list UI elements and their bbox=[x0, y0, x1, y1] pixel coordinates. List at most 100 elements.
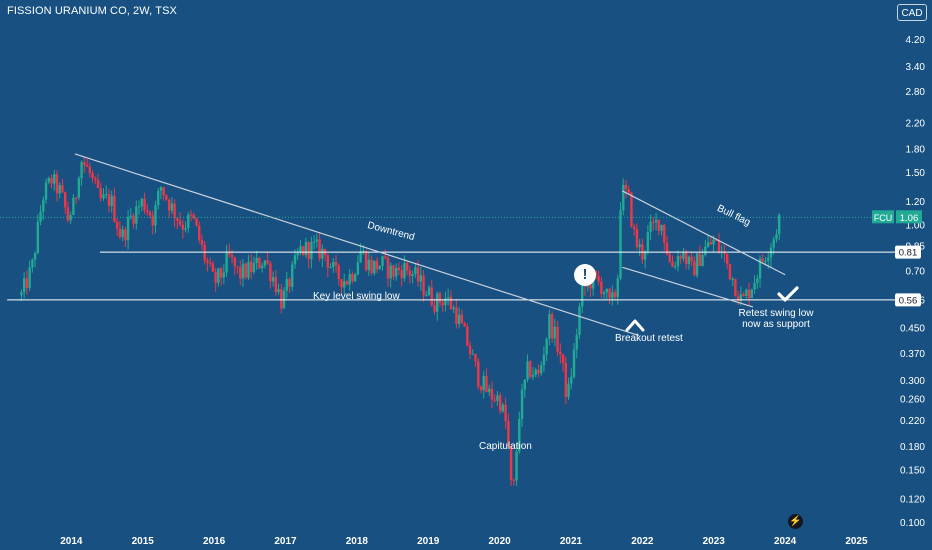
candle-body bbox=[132, 215, 135, 224]
candle-body bbox=[756, 278, 759, 284]
candle-body bbox=[728, 263, 732, 280]
checkmark-icon bbox=[777, 286, 799, 302]
candle-body bbox=[632, 226, 636, 230]
trendline-downtrend bbox=[74, 153, 639, 337]
candle-body bbox=[425, 295, 428, 297]
candle-body bbox=[605, 288, 609, 293]
candle-body bbox=[312, 241, 316, 243]
candle-body bbox=[94, 178, 97, 180]
candle-body bbox=[422, 275, 425, 296]
candle-body bbox=[269, 263, 272, 282]
candle-body bbox=[490, 388, 494, 400]
candle-body bbox=[135, 206, 138, 224]
candle-body bbox=[704, 246, 707, 256]
candle-body bbox=[250, 261, 253, 273]
candle-body bbox=[624, 184, 628, 190]
candle-body bbox=[706, 242, 710, 247]
candle-body bbox=[446, 296, 450, 299]
candle-body bbox=[72, 197, 75, 215]
candle-body bbox=[140, 198, 143, 207]
candle-body bbox=[663, 224, 666, 243]
candle-body bbox=[572, 349, 576, 377]
candle-body bbox=[750, 289, 754, 298]
candle-body bbox=[665, 242, 669, 255]
x-tick-label: 2020 bbox=[488, 536, 511, 547]
candle-body bbox=[115, 221, 119, 229]
candle-body bbox=[512, 479, 516, 481]
candle-body bbox=[195, 218, 198, 226]
candle-body bbox=[129, 215, 133, 217]
candle-body bbox=[301, 246, 305, 255]
candle-body bbox=[200, 240, 204, 245]
candle-body bbox=[373, 260, 376, 274]
candle-body bbox=[293, 255, 297, 265]
candle-body bbox=[58, 185, 61, 194]
candle-body bbox=[438, 293, 442, 303]
candle-body bbox=[767, 257, 770, 261]
candle-body bbox=[693, 260, 696, 276]
candle-body bbox=[151, 215, 154, 226]
candle-body bbox=[474, 353, 477, 362]
candle-body bbox=[394, 267, 398, 277]
candle-body bbox=[154, 205, 157, 226]
candle-body bbox=[326, 255, 330, 268]
level-price-label: 0.56 bbox=[899, 295, 918, 306]
candle-body bbox=[271, 277, 275, 282]
candle-body bbox=[769, 247, 773, 258]
candle-body bbox=[561, 354, 565, 363]
x-tick-label: 2023 bbox=[703, 536, 726, 547]
candle-body bbox=[239, 267, 242, 279]
y-tick-label: 0.70 bbox=[906, 266, 926, 277]
candle-body bbox=[482, 376, 485, 391]
candle-body bbox=[619, 210, 622, 279]
candle-body bbox=[715, 239, 718, 241]
candle-body bbox=[534, 369, 537, 376]
candle-body bbox=[80, 162, 83, 179]
x-tick-label: 2017 bbox=[274, 536, 297, 547]
candle-body bbox=[488, 388, 491, 392]
currency-badge[interactable]: CAD bbox=[897, 4, 927, 21]
candle-body bbox=[564, 362, 568, 397]
candle-body bbox=[392, 265, 395, 277]
candle-body bbox=[698, 253, 702, 267]
candle-body bbox=[477, 361, 480, 387]
candle-body bbox=[167, 199, 171, 211]
candle-body bbox=[299, 246, 302, 253]
candle-body bbox=[745, 289, 748, 296]
candle-body bbox=[159, 187, 163, 191]
candle-body bbox=[277, 289, 280, 292]
candle-body bbox=[682, 252, 685, 259]
candle-body bbox=[684, 252, 688, 265]
candle-body bbox=[359, 251, 362, 263]
candle-body bbox=[550, 314, 554, 339]
candle-body bbox=[408, 270, 412, 276]
candle-body bbox=[542, 354, 546, 366]
x-tick-label: 2025 bbox=[845, 536, 868, 547]
x-tick-label: 2015 bbox=[132, 536, 155, 547]
candle-body bbox=[777, 214, 781, 235]
candle-body bbox=[255, 257, 258, 263]
candle-body bbox=[39, 211, 42, 222]
candle-body bbox=[258, 257, 261, 269]
candle-body bbox=[485, 376, 488, 392]
candle-body bbox=[597, 276, 600, 282]
candle-body bbox=[507, 420, 510, 447]
bolt-logo-icon[interactable]: ⚡ bbox=[788, 514, 803, 529]
candle-body bbox=[187, 214, 190, 228]
y-tick-label: 0.180 bbox=[900, 442, 925, 453]
candle-body bbox=[50, 178, 53, 184]
candle-body bbox=[22, 278, 26, 293]
retest-support-line1: Retest swing low bbox=[738, 308, 814, 319]
candle-body bbox=[709, 242, 712, 245]
key-level-label: Key level swing low bbox=[313, 291, 400, 302]
candle-body bbox=[397, 267, 401, 271]
retest-support-label: Retest swing low now as support bbox=[738, 308, 813, 330]
candle-body bbox=[296, 252, 299, 256]
candle-body bbox=[531, 375, 535, 377]
candle-body bbox=[126, 216, 130, 241]
last-price-tag bbox=[896, 210, 922, 224]
candle-body bbox=[364, 250, 368, 270]
candle-body bbox=[608, 288, 611, 299]
